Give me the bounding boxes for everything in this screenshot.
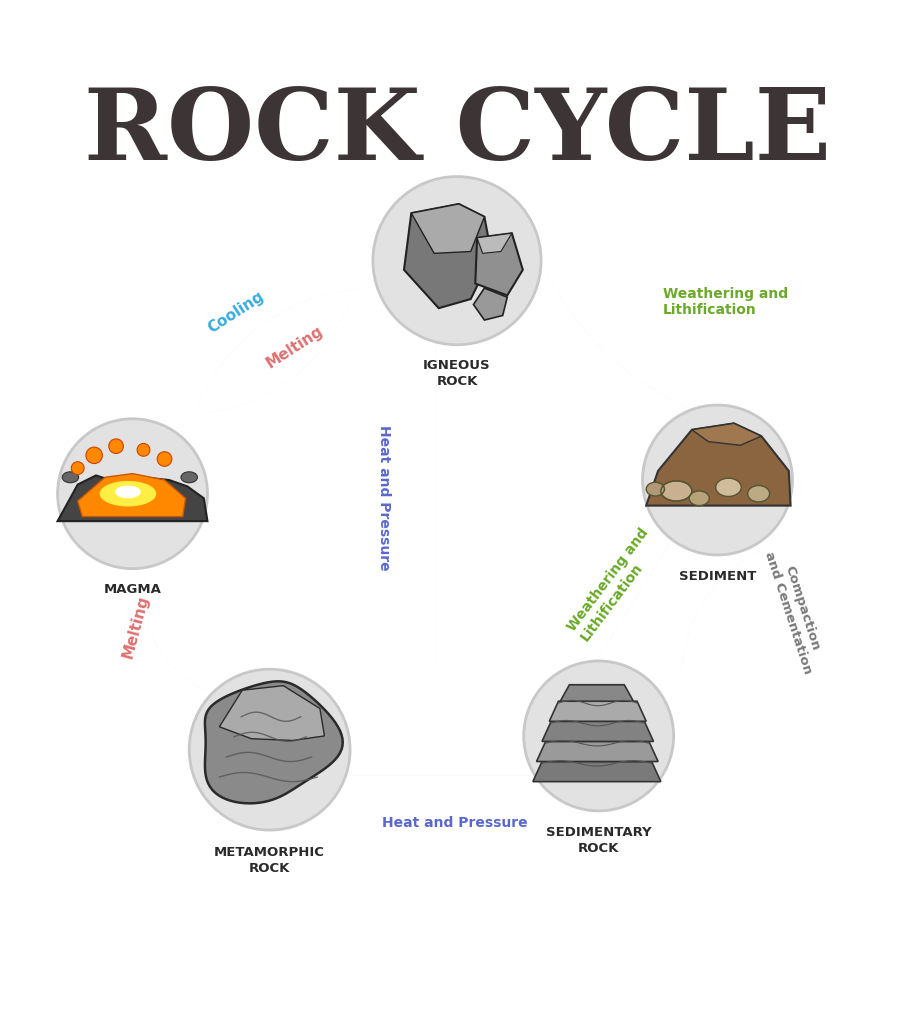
Polygon shape xyxy=(219,686,324,740)
Circle shape xyxy=(643,406,792,555)
Text: IGNEOUS
ROCK: IGNEOUS ROCK xyxy=(423,359,491,388)
Ellipse shape xyxy=(646,482,664,496)
Circle shape xyxy=(71,462,84,474)
Ellipse shape xyxy=(716,478,741,497)
Polygon shape xyxy=(404,204,492,308)
Circle shape xyxy=(524,660,674,811)
Ellipse shape xyxy=(62,472,79,482)
FancyArrowPatch shape xyxy=(547,275,694,411)
FancyArrowPatch shape xyxy=(197,289,358,404)
Polygon shape xyxy=(473,288,507,321)
Polygon shape xyxy=(475,233,523,295)
Text: Heat and Pressure: Heat and Pressure xyxy=(382,816,528,829)
Polygon shape xyxy=(537,741,658,762)
Ellipse shape xyxy=(115,485,141,499)
Text: Weathering and
Lithification: Weathering and Lithification xyxy=(565,526,664,644)
Text: METAMORPHIC
ROCK: METAMORPHIC ROCK xyxy=(214,846,325,874)
Text: Melting: Melting xyxy=(120,594,151,660)
Text: Melting: Melting xyxy=(263,324,325,372)
Text: SEDIMENTARY
ROCK: SEDIMENTARY ROCK xyxy=(546,825,652,854)
Circle shape xyxy=(137,443,150,457)
Polygon shape xyxy=(205,681,343,804)
Circle shape xyxy=(109,439,123,454)
Ellipse shape xyxy=(689,490,709,506)
Polygon shape xyxy=(646,423,791,506)
Ellipse shape xyxy=(181,472,197,482)
Ellipse shape xyxy=(748,485,770,502)
FancyArrowPatch shape xyxy=(681,548,765,676)
Circle shape xyxy=(189,670,350,830)
Polygon shape xyxy=(477,233,512,253)
Circle shape xyxy=(58,419,207,568)
FancyArrowPatch shape xyxy=(569,523,682,707)
Text: Cooling: Cooling xyxy=(205,289,267,337)
Text: Compaction
and Cementation: Compaction and Cementation xyxy=(762,546,828,676)
Text: Weathering and
Lithification: Weathering and Lithification xyxy=(663,287,788,316)
Text: MAGMA: MAGMA xyxy=(103,584,162,596)
Polygon shape xyxy=(549,701,646,721)
Ellipse shape xyxy=(661,481,692,501)
Polygon shape xyxy=(533,762,661,781)
Polygon shape xyxy=(58,475,207,521)
Polygon shape xyxy=(411,204,484,253)
Polygon shape xyxy=(78,474,186,516)
Circle shape xyxy=(373,176,541,345)
Text: ROCK CYCLE: ROCK CYCLE xyxy=(83,84,831,181)
Circle shape xyxy=(157,452,172,466)
Polygon shape xyxy=(692,423,761,445)
Text: SEDIMENT: SEDIMENT xyxy=(679,569,756,583)
FancyArrowPatch shape xyxy=(208,300,351,413)
FancyArrowPatch shape xyxy=(143,562,206,691)
Circle shape xyxy=(86,447,102,464)
Polygon shape xyxy=(560,685,633,701)
Text: Heat and Pressure: Heat and Pressure xyxy=(377,426,391,571)
Polygon shape xyxy=(542,721,654,741)
Ellipse shape xyxy=(100,481,156,507)
